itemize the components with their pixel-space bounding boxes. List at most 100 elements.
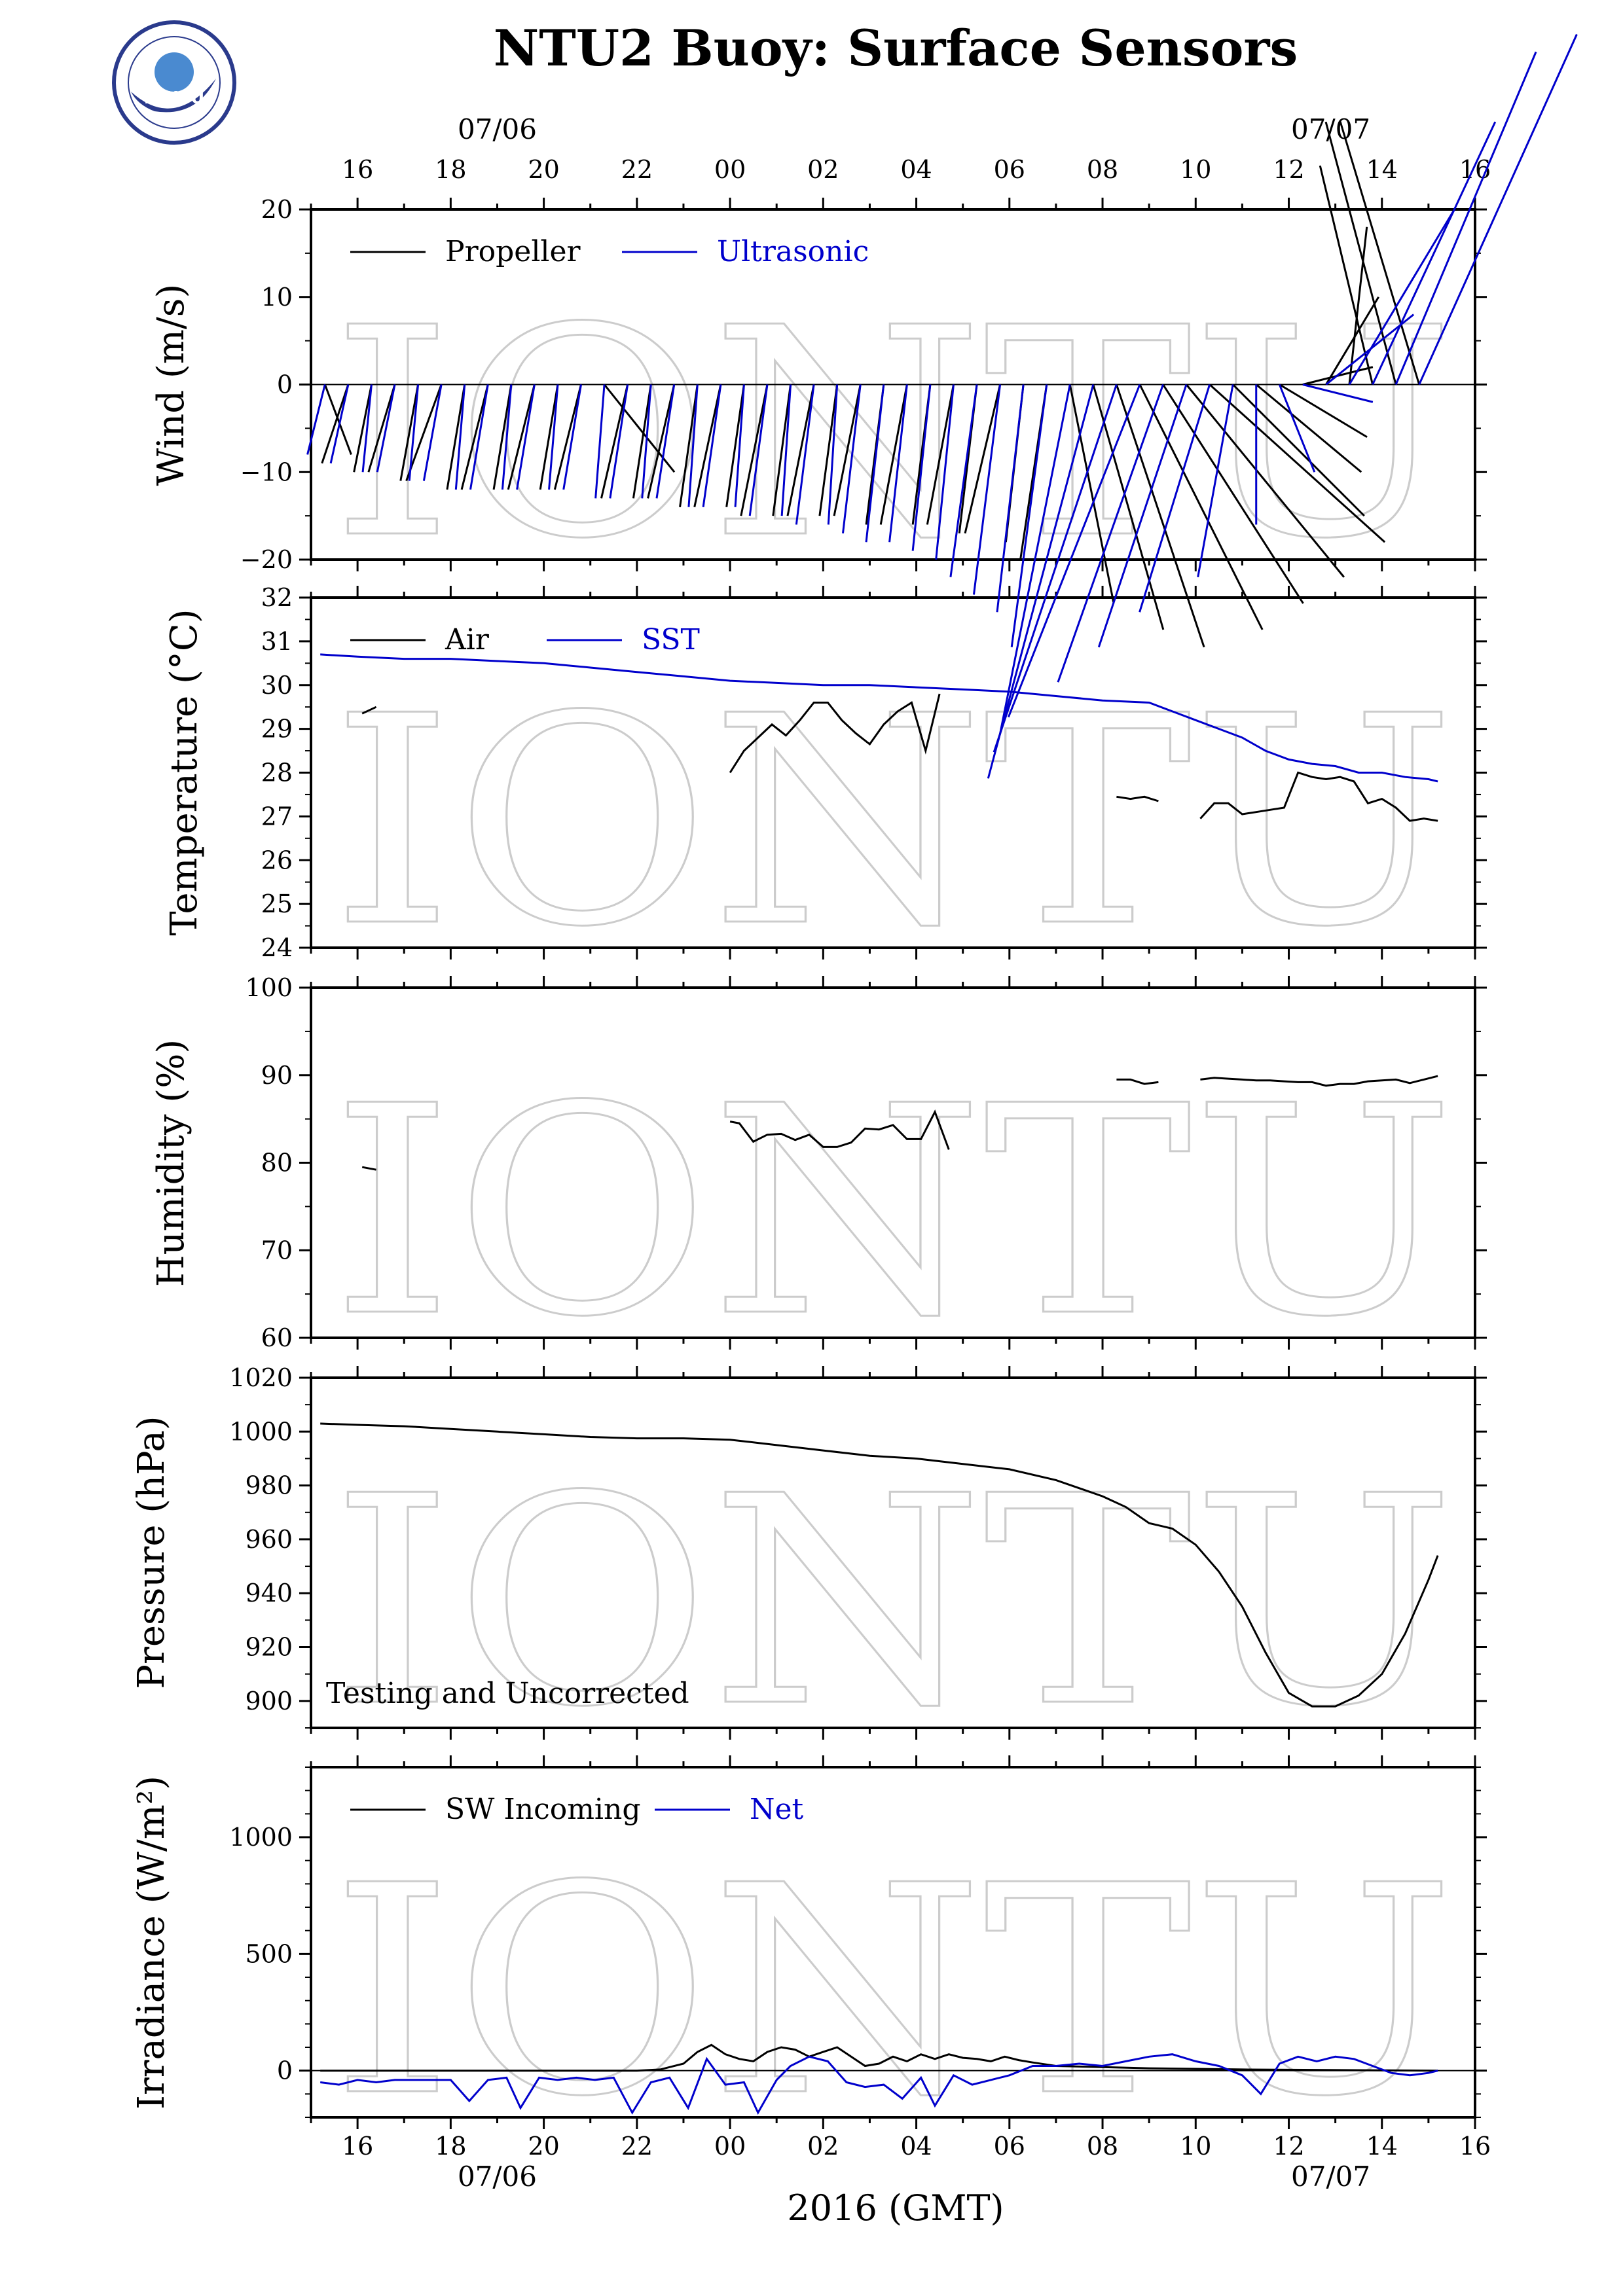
y-tick-label: 90 <box>261 1061 293 1090</box>
wind-stick <box>655 384 676 499</box>
wind-stick <box>469 384 489 490</box>
top-tick-label: 06 <box>994 155 1025 184</box>
wind-stick <box>323 384 352 456</box>
series-line <box>320 2053 1438 2115</box>
wind-stick <box>911 384 932 551</box>
wind-stick <box>562 384 582 490</box>
top-tick-label: 22 <box>621 155 653 184</box>
wind-stick <box>996 384 1025 613</box>
wind-stick <box>993 384 1118 753</box>
y-tick-label: 940 <box>245 1579 293 1607</box>
panel-4: IONTU 1020 1000 980 960 940 920 900 Pressure (hP… <box>130 1363 1487 1771</box>
wind-stick <box>998 384 1071 735</box>
y-tick-label: 24 <box>261 933 293 962</box>
panel-1: IONTU 20 10 0 −10 −20 Wind (m/s) Propeller Ultra… <box>150 195 1487 603</box>
bottom-tick-label: 02 <box>807 2132 839 2161</box>
wind-stick <box>408 384 420 481</box>
top-tick-label: 16 <box>342 155 373 184</box>
bottom-tick-label: 20 <box>528 2132 559 2161</box>
wind-stick <box>772 384 792 516</box>
wind-stick <box>1348 226 1368 385</box>
wind-stick <box>795 384 815 525</box>
bottom-tick-label: 12 <box>1273 2132 1304 2161</box>
top-tick-label: 10 <box>1180 155 1211 184</box>
wind-stick <box>865 384 885 543</box>
wind-stick-overlay <box>306 33 1578 779</box>
y-tick-label: 900 <box>245 1687 293 1715</box>
wind-stick <box>600 384 629 499</box>
wind-stick <box>1395 51 1537 386</box>
y-tick-label: 70 <box>261 1236 293 1265</box>
series-line <box>1199 771 1438 822</box>
legend-label: Ultrasonic <box>717 235 869 268</box>
iontu-logo: IONTU <box>112 20 236 145</box>
wind-stick <box>780 384 792 516</box>
top-tick-label: 18 <box>435 155 466 184</box>
panel-2: IONTU 32 31 30 29 28 27 26 25 24 Temperature (°C) A… <box>163 583 1487 991</box>
y-tick-label: 30 <box>261 671 293 700</box>
wind-stick <box>353 384 373 473</box>
wind-stick <box>841 384 862 534</box>
wind-stick <box>687 384 699 507</box>
wind-stick <box>1255 384 1362 473</box>
wind-stick <box>1279 384 1368 439</box>
wind-stick <box>460 384 489 490</box>
wind-stick <box>405 384 443 482</box>
wind-stick <box>1097 384 1188 648</box>
wind-stick <box>632 384 652 499</box>
wind-stick <box>1139 384 1264 630</box>
y-axis-label: Humidity (%) <box>150 1039 192 1287</box>
bottom-tick-label: 18 <box>435 2132 466 2161</box>
y-tick-label: 80 <box>261 1149 293 1177</box>
wind-stick <box>888 384 908 543</box>
wind-stick <box>399 384 420 481</box>
panel-3: IONTU 100 90 80 70 60 Humidity (%) <box>150 973 1487 1381</box>
series-line <box>320 2043 1438 2072</box>
wind-stick <box>1162 384 1304 604</box>
wind-stick <box>1348 209 1455 386</box>
wind-stick <box>306 384 326 455</box>
wind-stick <box>702 384 722 507</box>
legend-label: Propeller <box>445 235 581 268</box>
wind-stick <box>1057 384 1164 683</box>
top-tick-label: 14 <box>1366 155 1398 184</box>
y-tick-label: 920 <box>245 1633 293 1662</box>
series-line <box>320 1422 1439 1708</box>
wind-stick <box>594 384 606 499</box>
wind-stick <box>1209 384 1386 543</box>
chart-title: NTU2 Buoy: Surface Sensors <box>494 19 1298 77</box>
top-tick-label: 12 <box>1273 155 1304 184</box>
x-axis-label: 2016 (GMT) <box>787 2187 1004 2229</box>
wind-stick <box>1007 384 1141 718</box>
top-date-label: 07/06 <box>458 113 537 145</box>
y-tick-label: 1000 <box>229 1417 293 1446</box>
wind-stick <box>964 384 1002 534</box>
bottom-tick-label: 00 <box>714 2132 746 2161</box>
bottom-tick-label: 16 <box>1459 2132 1491 2161</box>
wind-stick <box>748 384 769 516</box>
series-line <box>1200 1075 1438 1087</box>
y-tick-label: −20 <box>240 545 293 574</box>
series-line <box>1116 1078 1159 1085</box>
series-line <box>729 1109 950 1150</box>
y-tick-label: 10 <box>261 283 293 312</box>
bottom-tick-label: 06 <box>994 2132 1025 2161</box>
wind-stick <box>609 384 629 499</box>
wind-stick <box>693 384 722 508</box>
wind-stick <box>1302 384 1374 403</box>
wind-stick <box>422 384 443 481</box>
wind-stick <box>1339 121 1421 385</box>
series-line <box>361 706 377 715</box>
y-tick-label: 31 <box>261 627 293 656</box>
wind-stick <box>553 384 582 490</box>
bottom-tick-label: 22 <box>621 2132 653 2161</box>
wind-stick <box>1232 384 1365 517</box>
top-tick-label: 08 <box>1087 155 1118 184</box>
bottom-time-axis: 16 18 20 22 00 02 04 06 08 10 12 14 16 07/06 07/07 <box>342 2132 1491 2193</box>
wind-stick <box>972 384 1002 595</box>
y-tick-label: 32 <box>261 583 293 612</box>
watermark-text: IONTU <box>331 1435 1455 1770</box>
wind-stick <box>1197 384 1234 578</box>
